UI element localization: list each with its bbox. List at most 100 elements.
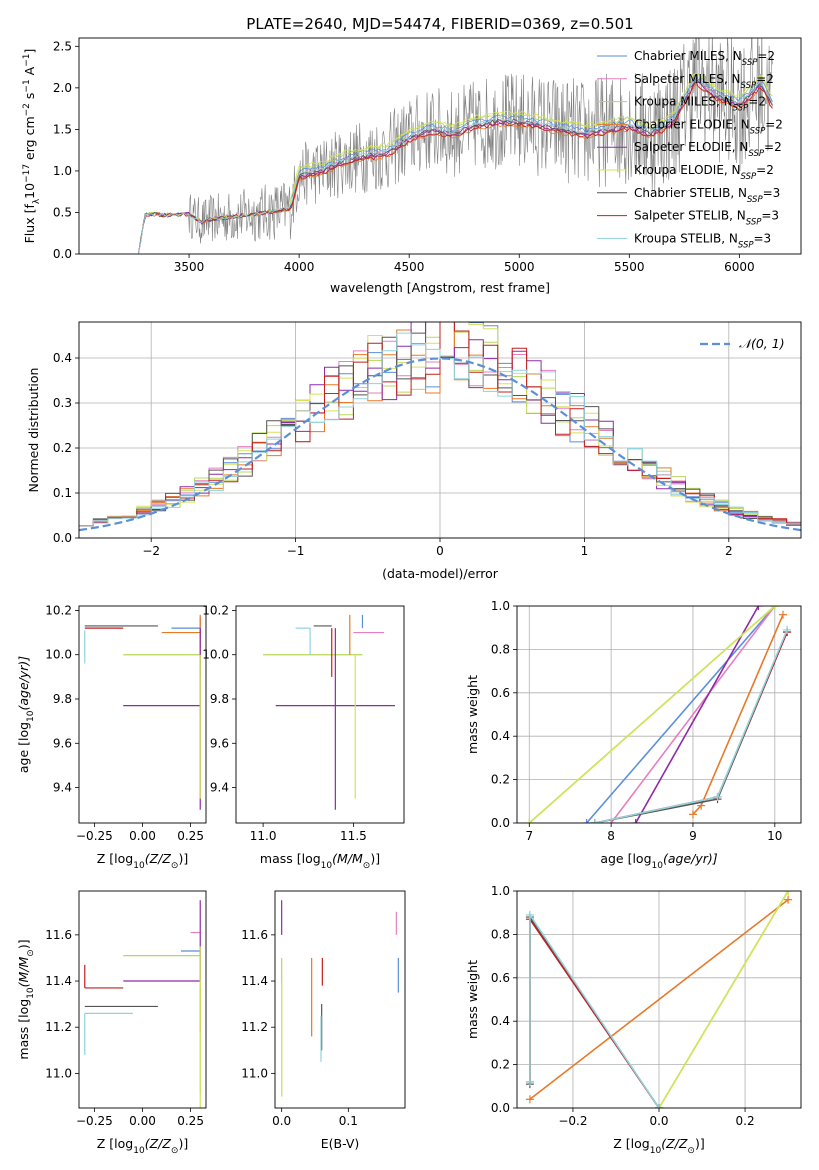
axes-frame bbox=[78, 37, 802, 255]
y-tick-label: 0.1 bbox=[53, 486, 72, 500]
y-tick-label: 0.3 bbox=[53, 396, 72, 410]
x-tick-label: 1 bbox=[581, 544, 589, 558]
y-tick-label: 9.8 bbox=[210, 692, 229, 706]
x-tick-label: 0.1 bbox=[339, 1114, 358, 1128]
x-tick-label: 9 bbox=[689, 829, 697, 843]
gaussian-curve bbox=[79, 357, 801, 532]
x-tick-label: 11.0 bbox=[250, 829, 277, 843]
marker-kroupa-elodie bbox=[784, 891, 793, 895]
y-tick-label: 1.0 bbox=[53, 164, 72, 178]
x-tick-label: 0.25 bbox=[177, 1114, 204, 1128]
marker-kroupa-stelib bbox=[655, 1104, 663, 1108]
legend-label: Salpeter STELIB, NSSP=3 bbox=[634, 209, 779, 228]
chart-mass-vs-reddening: 0.0 0.1 11.0 11.2 11.4 11.6 E(B-V) bbox=[241, 890, 406, 1151]
spectrum-data-line bbox=[138, 38, 773, 254]
x-tick-label: 10 bbox=[767, 829, 782, 843]
series-line-salpeter-elodie bbox=[635, 606, 760, 823]
marker-kroupa-stelib bbox=[525, 910, 534, 919]
legend: Chabrier MILES, NSSP=2 Salpeter MILES, NS… bbox=[597, 49, 783, 250]
series-line-kroupa-elodie bbox=[658, 891, 789, 1108]
model-line-kroupa-stelib bbox=[138, 76, 773, 254]
plot-area bbox=[84, 900, 201, 1108]
y-tick-label: 0.4 bbox=[491, 1014, 510, 1028]
y-tick-label: 10.2 bbox=[45, 603, 72, 617]
y-tick-label: 1.5 bbox=[53, 122, 72, 136]
x-axis-label: Z [log10(Z/Z⊙)] bbox=[613, 1136, 704, 1156]
x-tick-label: −1 bbox=[287, 544, 305, 558]
y-tick-label: 1.0 bbox=[491, 599, 510, 613]
x-tick-label: 5000 bbox=[504, 260, 535, 274]
y-tick-label: 9.4 bbox=[210, 781, 229, 795]
y-tick-label: 11.6 bbox=[241, 928, 268, 942]
chart-residuals: −2 −1 0 1 2 0.0 0.1 0.2 0.3 0.4 (data-model)/error… bbox=[26, 321, 802, 581]
legend-label: Kroupa STELIB, NSSP=3 bbox=[634, 231, 771, 250]
marker-kroupa-stelib bbox=[590, 819, 599, 823]
y-tick-label: 10.2 bbox=[202, 603, 229, 617]
x-axis-label: wavelength [Angstrom, rest frame] bbox=[330, 280, 550, 295]
chart-age-vs-metallicity: −0.25 0.00 0.25 9.4 9.6 9.8 10.0 10.2 Z [log10(Z… bbox=[16, 603, 207, 871]
series-line-kroupa-elodie bbox=[528, 606, 776, 823]
marker-kroupa-stelib bbox=[783, 625, 792, 634]
x-tick-label: 8 bbox=[607, 829, 615, 843]
x-tick-label: 0.0 bbox=[272, 1114, 291, 1128]
y-tick-label: 9.6 bbox=[210, 736, 229, 750]
legend-label: Kroupa ELODIE, NSSP=2 bbox=[634, 163, 774, 182]
y-tick-label: 0.4 bbox=[53, 351, 72, 365]
x-tick-label: 4000 bbox=[284, 260, 315, 274]
y-tick-label: 0.5 bbox=[53, 205, 72, 219]
marker-chabrier-elodie bbox=[784, 895, 793, 904]
plot-area bbox=[138, 38, 773, 254]
y-tick-label: 0.2 bbox=[491, 1058, 510, 1072]
x-tick-label: 5500 bbox=[614, 260, 645, 274]
axes-frame bbox=[274, 890, 406, 1109]
y-tick-label: 0.0 bbox=[53, 247, 72, 261]
x-axis-label: (data-model)/error bbox=[382, 566, 499, 581]
marker-salpeter-elodie bbox=[754, 606, 763, 610]
y-tick-label: 11.0 bbox=[241, 1066, 268, 1080]
histogram-kroupa-stelib bbox=[79, 332, 801, 527]
y-tick-label: 0.2 bbox=[53, 441, 72, 455]
plot-area bbox=[263, 614, 395, 810]
marker-chabrier-elodie bbox=[778, 610, 787, 619]
y-tick-label: 10.0 bbox=[202, 648, 229, 662]
axes-frame bbox=[78, 890, 207, 1109]
series-line-chabrier-miles bbox=[585, 606, 776, 823]
x-axis-label: Z [log10(Z/Z⊙)] bbox=[97, 1136, 188, 1156]
x-tick-label: 0.00 bbox=[129, 1114, 156, 1128]
legend-label: Salpeter ELODIE, NSSP=2 bbox=[634, 140, 782, 159]
y-axis-label: mass weight bbox=[465, 675, 480, 754]
x-tick-label: 4500 bbox=[394, 260, 425, 274]
y-tick-label: 11.0 bbox=[45, 1066, 72, 1080]
x-axis-label: E(B-V) bbox=[321, 1136, 360, 1151]
y-axis-label: mass weight bbox=[465, 960, 480, 1039]
axes-frame bbox=[235, 605, 405, 824]
legend-label: Kroupa MILES, NSSP=2 bbox=[634, 95, 766, 114]
plot-area bbox=[79, 322, 801, 538]
x-tick-label: −0.25 bbox=[76, 1114, 113, 1128]
axes-frame bbox=[516, 605, 802, 824]
chart-mass-vs-metallicity: −0.25 0.00 0.25 11.0 11.2 11.4 11.6 Z [log10(Z/… bbox=[16, 890, 207, 1156]
y-axis-label: Flux [fλ10−17 erg cm−2 s−1 A−1] bbox=[22, 49, 42, 244]
axes-frame bbox=[516, 890, 802, 1109]
y-tick-label: 11.2 bbox=[45, 1020, 72, 1034]
y-tick-label: 1.0 bbox=[491, 884, 510, 898]
y-axis-label: Normed distribution bbox=[26, 368, 41, 493]
y-tick-label: 0.2 bbox=[491, 773, 510, 787]
marker-kroupa-stelib bbox=[525, 1077, 534, 1086]
series-line-salpeter-miles bbox=[610, 606, 776, 823]
series-line-salpeter-stelib bbox=[594, 631, 788, 823]
legend-label: Chabrier ELODIE, NSSP=2 bbox=[634, 117, 783, 136]
legend-label: Salpeter MILES, NSSP=2 bbox=[634, 72, 774, 91]
x-tick-label: 11.5 bbox=[340, 829, 367, 843]
legend-label: Chabrier STELIB, NSSP=3 bbox=[634, 186, 780, 205]
chart-cumulative-mass-vs-metallicity: −0.2 0.0 0.2 0.0 0.2 0.4 0.6 0.8 1.0 Z [log10(Z/Z… bbox=[465, 884, 802, 1156]
y-tick-label: 9.4 bbox=[53, 781, 72, 795]
axes-frame bbox=[78, 321, 802, 539]
x-tick-label: −2 bbox=[142, 544, 160, 558]
x-tick-label: 6000 bbox=[724, 260, 755, 274]
histogram-salpeter-stelib bbox=[79, 322, 801, 527]
y-tick-label: 0.8 bbox=[491, 927, 510, 941]
y-tick-label: 0.0 bbox=[491, 816, 510, 830]
x-tick-label: 3500 bbox=[174, 260, 205, 274]
